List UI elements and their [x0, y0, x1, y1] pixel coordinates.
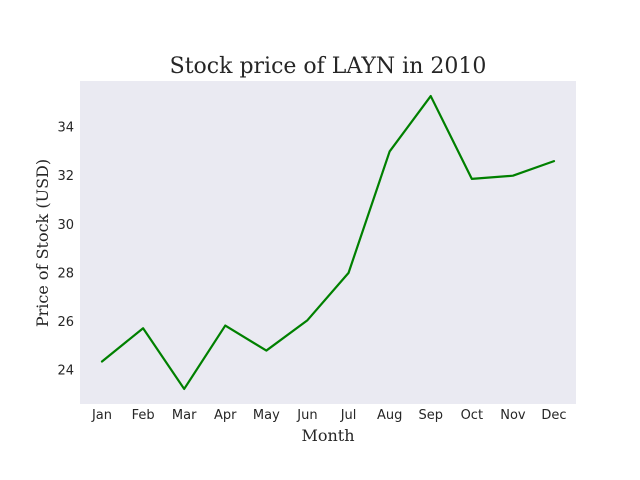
- series-line: [100, 94, 556, 391]
- y-tick-label: 32: [57, 169, 74, 184]
- x-tick-label: Nov: [500, 408, 526, 423]
- x-axis: Jan Feb Mar Apr May Jun Jul Aug Sep Oct Nov Dec: [91, 408, 567, 423]
- plot-area: [80, 81, 576, 404]
- y-tick-label: 28: [57, 266, 74, 281]
- y-tick-label: 30: [57, 218, 74, 233]
- x-tick-label: Sep: [418, 408, 443, 423]
- y-tick-label: 34: [57, 121, 74, 136]
- x-tick-label: Aug: [377, 408, 402, 423]
- y-axis-label: Price of Stock (USD): [33, 159, 52, 327]
- x-tick-label: Feb: [132, 408, 155, 423]
- y-axis: 24 26 28 30 32 34: [57, 121, 74, 379]
- x-tick-label: Mar: [172, 408, 197, 423]
- x-tick-label: Dec: [541, 408, 566, 423]
- y-tick-label: 26: [57, 315, 74, 330]
- x-tick-label: Jun: [296, 408, 317, 423]
- x-tick-label: Jan: [91, 408, 112, 423]
- x-tick-label: Apr: [214, 408, 237, 423]
- x-tick-label: Oct: [461, 408, 483, 423]
- x-tick-label: May: [253, 408, 280, 423]
- y-tick-label: 24: [57, 364, 74, 379]
- x-axis-label: Month: [301, 426, 354, 445]
- chart-title: Stock price of LAYN in 2010: [170, 54, 487, 79]
- x-tick-label: Jul: [340, 408, 357, 423]
